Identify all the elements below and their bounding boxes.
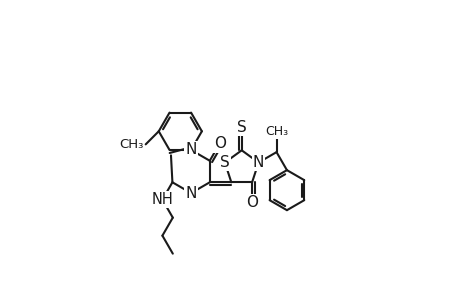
Text: S: S <box>219 155 230 170</box>
Text: CH₃: CH₃ <box>264 125 287 138</box>
Text: N: N <box>185 186 196 201</box>
Text: N: N <box>252 155 263 170</box>
Text: O: O <box>214 136 226 152</box>
Text: NH: NH <box>151 192 173 207</box>
Text: O: O <box>246 195 257 210</box>
Text: N: N <box>185 142 196 158</box>
Text: S: S <box>236 120 246 135</box>
Text: CH₃: CH₃ <box>119 138 143 151</box>
